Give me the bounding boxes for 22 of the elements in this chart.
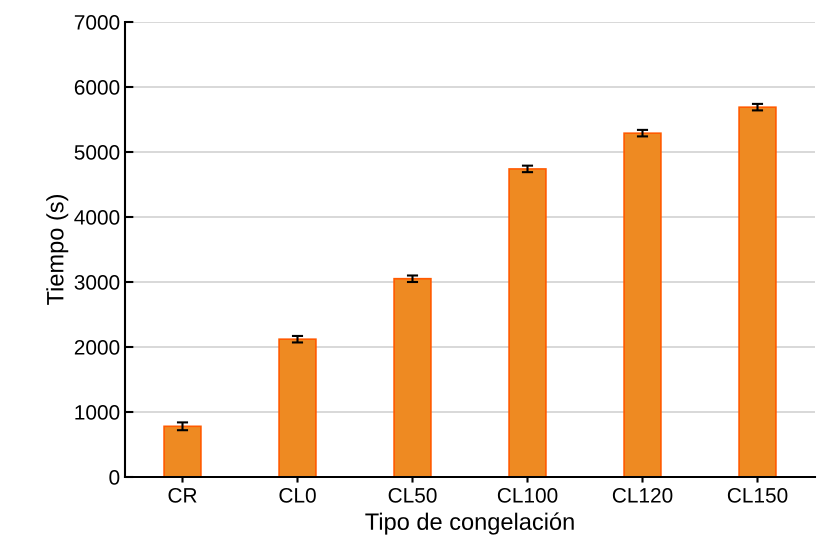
- x-tick-label: CL150: [728, 488, 788, 503]
- x-tick-label: CR: [168, 488, 197, 503]
- x-axis-title: Tipo de congelación: [365, 512, 574, 535]
- bar: [163, 425, 202, 477]
- y-tick-label: 3000: [74, 275, 120, 290]
- y-tick-label: 0: [109, 470, 120, 485]
- bar: [508, 168, 547, 477]
- y-tick-label: 6000: [74, 80, 120, 95]
- bar: [278, 338, 317, 477]
- bar: [623, 132, 662, 477]
- y-tick-label: 2000: [74, 340, 120, 355]
- y-tick-label: 7000: [74, 15, 120, 30]
- y-tick-label: 5000: [74, 145, 120, 160]
- x-tick-label: CL100: [498, 488, 558, 503]
- y-tick-label: 1000: [75, 405, 120, 420]
- bar: [393, 278, 432, 477]
- y-tick-label: 4000: [74, 210, 120, 225]
- x-tick-label: CL120: [612, 488, 672, 503]
- bar: [738, 106, 777, 477]
- x-tick-label: CL0: [279, 488, 316, 503]
- x-tick-label: CL50: [388, 488, 437, 503]
- y-axis-title: Tiempo (s): [46, 194, 68, 305]
